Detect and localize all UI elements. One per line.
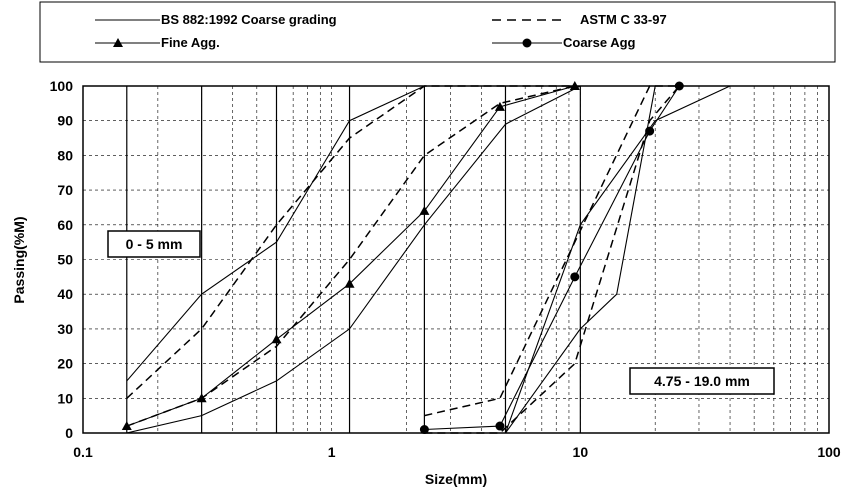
plot-frame (82, 85, 830, 434)
legend-label-coarse-agg: Coarse Agg (563, 35, 636, 50)
legend-label-astm: ASTM C 33-97 (580, 12, 667, 27)
x-tick-label: 100 (817, 444, 841, 460)
y-tick-label: 10 (57, 390, 73, 406)
y-axis-ticks: 0 10 20 30 40 50 60 70 80 90 100 (50, 78, 74, 441)
svg-text:4.75 - 19.0 mm: 4.75 - 19.0 mm (654, 373, 750, 389)
legend-label-fine-agg: Fine Agg. (161, 35, 220, 50)
fine-agg-point (419, 205, 430, 215)
y-tick-label: 70 (57, 182, 73, 198)
fine-agg-point (494, 101, 505, 111)
y-tick-label: 90 (57, 113, 73, 129)
coarse-agg-point (570, 272, 580, 282)
x-tick-label: 10 (573, 444, 589, 460)
x-axis-ticks: 0.1 1 10 100 (73, 444, 841, 460)
svg-text:0 - 5 mm: 0 - 5 mm (126, 236, 183, 252)
fine-agg-point (344, 278, 355, 288)
x-axis-label: Size(mm) (425, 471, 487, 487)
y-tick-label: 40 (57, 286, 73, 302)
coarse-agg-point (495, 421, 505, 431)
sieve-lines (126, 86, 581, 433)
y-tick-label: 60 (57, 217, 73, 233)
y-tick-label: 100 (50, 78, 74, 94)
y-tick-label: 50 (57, 252, 73, 268)
legend-marker-coarse-agg (522, 38, 532, 48)
y-tick-label: 80 (57, 147, 73, 163)
x-tick-label: 1 (328, 444, 336, 460)
y-tick-label: 30 (57, 321, 73, 337)
coarse-agg-point (645, 126, 655, 136)
legend-label-bs-882: BS 882:1992 Coarse grading (161, 12, 337, 27)
fine-agg-point (121, 421, 132, 431)
series-markers (121, 81, 684, 435)
coarse-agg-point (419, 425, 429, 435)
x-tick-label: 0.1 (73, 444, 93, 460)
series-line-bs-882-1 (126, 85, 581, 434)
y-tick-label: 0 (65, 425, 73, 441)
annotation-coarse-range: 4.75 - 19.0 mm (629, 367, 775, 395)
series-line-astm-7 (424, 85, 680, 434)
annotation-fine-range: 0 - 5 mm (107, 230, 201, 258)
y-tick-label: 20 (57, 356, 73, 372)
fine-agg-point (196, 393, 207, 403)
legend-marker-fine-agg (113, 38, 123, 47)
y-axis-label: Passing(%M) (11, 216, 27, 303)
legend: BS 882:1992 Coarse grading ASTM C 33-97 … (39, 1, 836, 63)
fine-agg-point (271, 334, 282, 344)
